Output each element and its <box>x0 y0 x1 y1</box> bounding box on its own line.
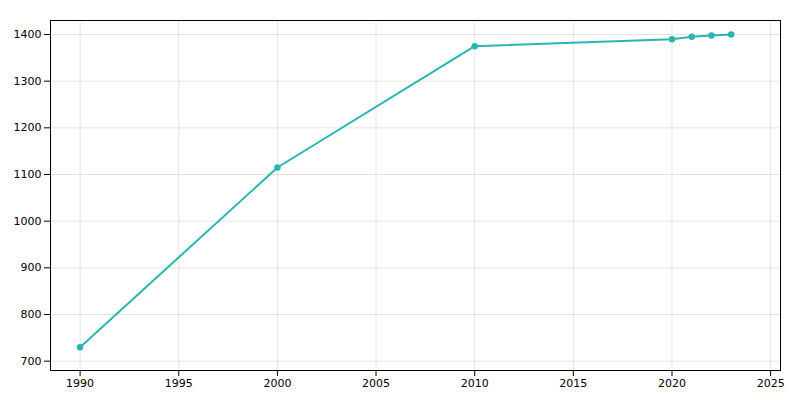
svg-text:1200: 1200 <box>14 121 42 134</box>
svg-text:2010: 2010 <box>461 377 489 390</box>
svg-text:1300: 1300 <box>14 75 42 88</box>
svg-text:1400: 1400 <box>14 28 42 41</box>
svg-text:1100: 1100 <box>14 168 42 181</box>
svg-text:700: 700 <box>21 355 42 368</box>
svg-text:2005: 2005 <box>362 377 390 390</box>
svg-text:2015: 2015 <box>559 377 587 390</box>
svg-text:2020: 2020 <box>658 377 686 390</box>
svg-text:1995: 1995 <box>165 377 193 390</box>
svg-text:2000: 2000 <box>263 377 291 390</box>
svg-text:1000: 1000 <box>14 215 42 228</box>
svg-text:900: 900 <box>21 261 42 274</box>
svg-text:1990: 1990 <box>66 377 94 390</box>
svg-text:2025: 2025 <box>757 377 785 390</box>
svg-text:800: 800 <box>21 308 42 321</box>
